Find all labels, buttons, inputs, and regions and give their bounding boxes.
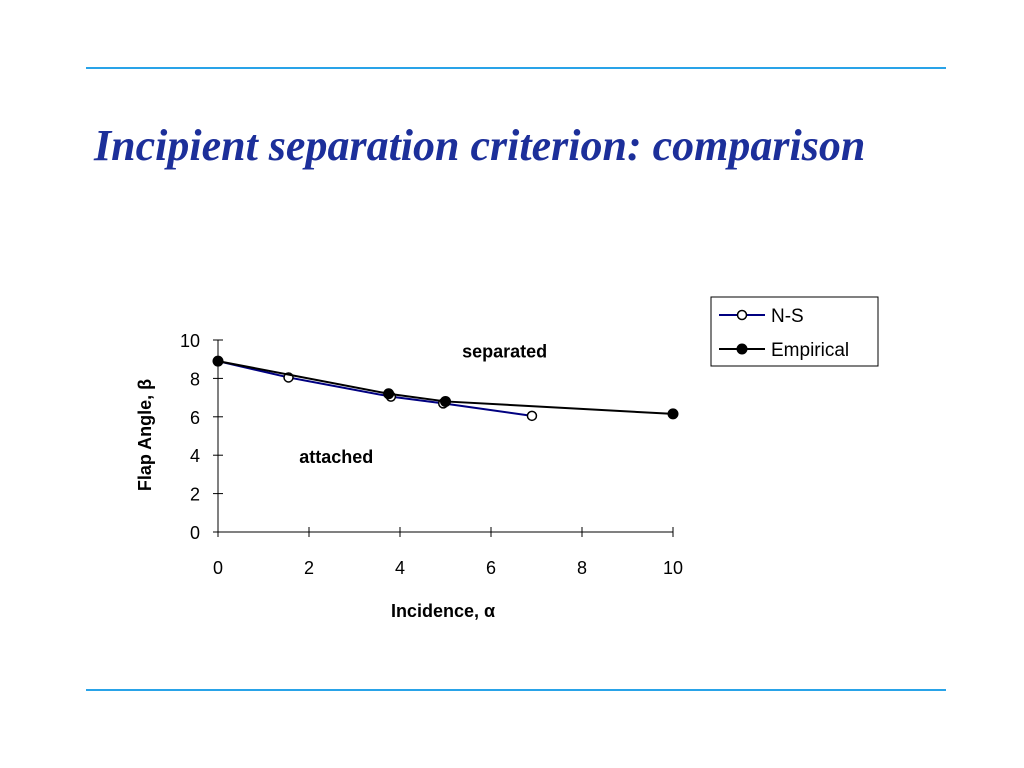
x-ticks: 0 2 4 6 8 10 bbox=[213, 527, 683, 578]
top-rule bbox=[86, 67, 946, 69]
y-tick-label: 10 bbox=[180, 331, 200, 351]
x-tick-label: 10 bbox=[663, 558, 683, 578]
y-tick-label: 4 bbox=[190, 446, 200, 466]
series-line bbox=[217, 360, 674, 415]
separated-region-label: separated bbox=[462, 341, 547, 361]
series-empirical bbox=[212, 355, 679, 420]
legend-ns-label: N-S bbox=[771, 306, 804, 327]
data-point bbox=[440, 395, 451, 407]
data-point bbox=[526, 410, 538, 422]
series-layer bbox=[212, 355, 679, 422]
legend: N-S Empirical bbox=[710, 296, 879, 367]
x-tick-label: 8 bbox=[577, 558, 587, 578]
legend-box bbox=[710, 296, 879, 367]
y-tick-label: 2 bbox=[190, 485, 200, 505]
y-tick-label: 0 bbox=[190, 523, 200, 543]
legend-empirical-label: Empirical bbox=[771, 340, 849, 361]
y-tick-label: 8 bbox=[190, 369, 200, 389]
y-tick-label: 6 bbox=[190, 408, 200, 428]
data-point bbox=[383, 388, 395, 400]
series-n-s bbox=[212, 355, 538, 422]
y-ticks: 0 2 4 6 8 10 bbox=[180, 331, 223, 543]
x-tick-label: 0 bbox=[213, 558, 223, 578]
x-tick-label: 4 bbox=[395, 558, 405, 578]
slide-title: Incipient separation criterion: comparis… bbox=[94, 121, 866, 170]
x-axis-title: Incidence, α bbox=[391, 601, 495, 621]
bottom-rule bbox=[86, 689, 946, 691]
data-point bbox=[667, 408, 679, 420]
data-point bbox=[212, 355, 224, 367]
y-axis-title: Flap Angle, β bbox=[135, 379, 155, 491]
x-tick-label: 2 bbox=[304, 558, 314, 578]
legend-ns-marker bbox=[736, 309, 748, 321]
legend-empirical-marker bbox=[736, 343, 748, 355]
attached-region-label: attached bbox=[299, 447, 373, 467]
x-tick-label: 6 bbox=[486, 558, 496, 578]
